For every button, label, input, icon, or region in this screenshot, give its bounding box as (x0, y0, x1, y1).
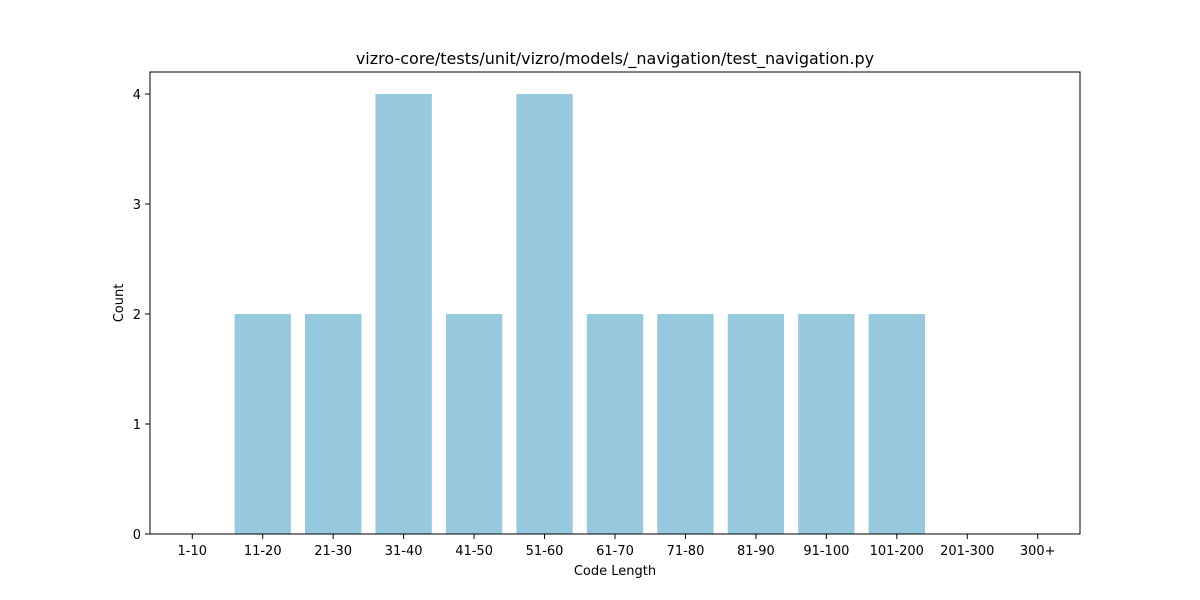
x-tick-label: 41-50 (455, 544, 493, 559)
x-axis-ticks: 1-10 11-20 21-30 31-40 41-50 51-60 61-70 71-80 8… (178, 534, 1056, 559)
bar-51-60 (516, 94, 573, 534)
chart-title: vizro-core/tests/unit/vizro/models/_navi… (356, 49, 874, 69)
x-tick-label: 61-70 (596, 544, 634, 559)
x-tick-label: 81-90 (737, 544, 775, 559)
x-tick-label: 71-80 (667, 544, 705, 559)
y-axis-label: Count (112, 284, 127, 323)
bar-61-70 (586, 314, 644, 534)
x-tick-label: 101-200 (870, 544, 924, 559)
bar-41-50 (445, 314, 503, 534)
x-tick-label: 201-300 (940, 544, 994, 559)
bar-21-30 (305, 314, 362, 534)
x-tick-label: 51-60 (526, 544, 564, 559)
bar-31-40 (375, 94, 432, 534)
x-tick-label: 31-40 (385, 544, 423, 559)
bar-101-200 (868, 314, 925, 534)
y-tick-label: 2 (133, 308, 141, 323)
y-tick-label: 1 (133, 418, 141, 433)
x-tick-label: 300+ (1020, 544, 1056, 559)
bar-81-90 (727, 314, 785, 534)
bar-71-80 (657, 314, 714, 534)
bar-11-20 (234, 314, 291, 534)
bars-group (234, 94, 925, 534)
y-axis-ticks: 0 1 2 3 4 (133, 88, 150, 543)
y-tick-label: 4 (133, 88, 141, 103)
x-tick-label: 21-30 (314, 544, 352, 559)
y-tick-label: 0 (133, 528, 141, 543)
bar-91-100 (798, 314, 855, 534)
x-tick-label: 1-10 (178, 544, 208, 559)
x-axis-label: Code Length (574, 564, 656, 579)
x-tick-label: 91-100 (803, 544, 849, 559)
x-tick-label: 11-20 (244, 544, 282, 559)
y-tick-label: 3 (133, 198, 141, 213)
